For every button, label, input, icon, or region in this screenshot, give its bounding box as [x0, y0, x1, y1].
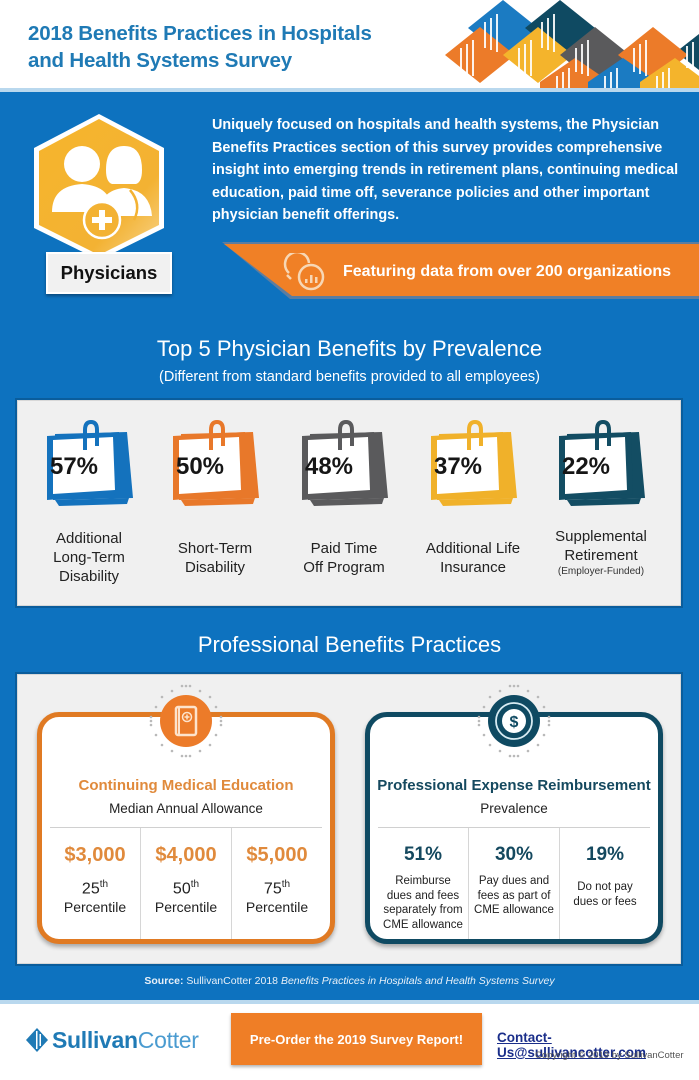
- benefit-label: Additional Long-Term Disability: [53, 530, 125, 585]
- mountain-triangles-art-icon: [445, 0, 699, 92]
- cme-subtitle: Median Annual Allowance: [109, 801, 263, 816]
- professional-title: Professional Benefits Practices: [197, 632, 502, 657]
- reimbursement-title: Professional Expense Reimbursement: [377, 777, 651, 794]
- preorder-button[interactable]: Pre-Order the 2019 Survey Report!: [231, 1013, 482, 1065]
- cme-percentiles: $3,000 25th Percentile $4,000 50th Perce…: [50, 827, 322, 939]
- contact-link[interactable]: Contact-Us@sullivancotter.com: [497, 1030, 646, 1060]
- benefit-item: 22% Supplemental Retirement (Employer-Fu…: [537, 419, 665, 578]
- benefit-label: Supplemental Retirement (Employer-Funded…: [555, 528, 647, 577]
- footer-divider: [0, 1000, 699, 1004]
- source-citation: Source: SullivanCotter 2018 Benefits Pra…: [144, 975, 555, 987]
- benefit-percentage: 22%: [561, 453, 611, 480]
- reimbursement-columns: 51% Reimburse dues and fees separately f…: [378, 827, 650, 939]
- reimbursement-column: 30% Pay dues and fees as part of CME all…: [469, 828, 560, 939]
- pinned-note-icon: [431, 419, 517, 506]
- featuring-banner: [222, 242, 699, 299]
- reimbursement-column: 51% Reimburse dues and fees separately f…: [378, 828, 469, 939]
- cme-column: $3,000 25th Percentile: [50, 828, 141, 939]
- copyright: Copyright © 2019 by SullivanCotter: [535, 1050, 684, 1061]
- pinned-note-icon: [559, 419, 645, 506]
- header-divider: [0, 88, 699, 92]
- featuring-banner-text: Featuring data from over 200 organizatio…: [343, 263, 672, 280]
- top5-subtitle: (Different from standard benefits provid…: [159, 369, 540, 385]
- benefit-label: Additional Life Insurance: [425, 540, 521, 576]
- main-content: Physicians Uniquely focused on hospitals…: [0, 92, 699, 1000]
- benefit-label: Short-Term Disability: [177, 540, 253, 576]
- medical-book-icon: [149, 684, 223, 758]
- chat-chart-icon: [283, 253, 325, 291]
- sullivancotter-logo[interactable]: SullivanCotter: [26, 1025, 199, 1055]
- cme-card: Continuing Medical Education Median Annu…: [37, 684, 335, 944]
- professional-panel: Continuing Medical Education Median Annu…: [15, 672, 683, 966]
- benefit-label: Paid Time Off Program: [303, 540, 385, 576]
- pinned-note-icon: [302, 419, 388, 506]
- intro-text: Uniquely focused on hospitals and health…: [212, 117, 679, 223]
- benefit-item: 48% Paid Time Off Program: [280, 419, 408, 577]
- benefit-item: 37% Additional Life Insurance: [409, 419, 537, 577]
- benefit-item: 50% Short-Term Disability: [151, 419, 279, 577]
- benefit-item: 57% Additional Long-Term Disability: [25, 419, 153, 586]
- cme-title: Continuing Medical Education: [78, 777, 294, 794]
- logo-diamond-icon: [26, 1028, 48, 1052]
- page-title: 2018 Benefits Practices in Hospitals and…: [28, 22, 372, 72]
- svg-text:$: $: [510, 714, 519, 731]
- cme-column: $5,000 75th Percentile: [245, 844, 309, 916]
- header: 2018 Benefits Practices in Hospitals and…: [0, 0, 699, 92]
- dollar-cycle-icon: $: [477, 684, 551, 758]
- cme-column: $4,000 50th Percentile: [141, 828, 232, 939]
- pinned-note-icon: [47, 419, 133, 506]
- benefit-percentage: 37%: [433, 453, 483, 480]
- reimbursement-subtitle: Prevalence: [480, 801, 548, 816]
- top5-title: Top 5 Physician Benefits by Prevalence: [156, 336, 543, 361]
- pinned-note-icon: [173, 419, 259, 506]
- physicians-label: Physicians: [46, 252, 172, 294]
- physicians-stethoscope-icon: [34, 114, 164, 260]
- benefit-percentage: 48%: [304, 453, 354, 480]
- benefit-percentage: 50%: [175, 453, 225, 480]
- reimbursement-card: $ Professional Expense Reimbursement Pre…: [365, 684, 663, 944]
- reimbursement-column: 19% Do not pay dues or fees: [573, 844, 637, 908]
- top5-panel: 57% Additional Long-Term Disability 50% …: [15, 398, 683, 608]
- benefit-percentage: 57%: [49, 453, 99, 480]
